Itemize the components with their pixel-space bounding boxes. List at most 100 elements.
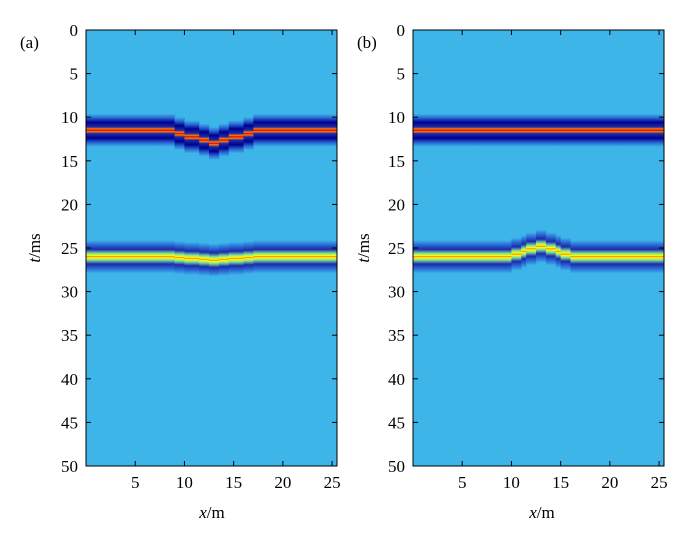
event-column <box>253 113 259 147</box>
event-column <box>467 240 473 274</box>
x-tick-label: 20 <box>601 473 618 492</box>
y-tick-label: 10 <box>388 108 405 127</box>
event-column <box>292 240 299 274</box>
event-column <box>447 240 453 274</box>
event-column <box>467 113 473 147</box>
y-tick-label: 0 <box>70 21 79 40</box>
event-column <box>555 113 562 147</box>
event-column <box>174 116 181 151</box>
event-column <box>179 116 186 151</box>
event-column <box>659 113 664 147</box>
y-tick-label: 45 <box>388 413 405 432</box>
event-column <box>317 240 323 274</box>
event-column <box>516 237 522 271</box>
event-column <box>570 113 577 147</box>
event-column <box>115 240 122 274</box>
event-column <box>154 240 161 274</box>
y-tick-label: 10 <box>61 108 78 127</box>
event-column <box>95 240 102 274</box>
event-column <box>277 113 284 147</box>
y-tick-label: 0 <box>397 21 406 40</box>
event-column <box>442 113 449 147</box>
y-tick-label: 25 <box>388 239 405 258</box>
event-column <box>194 120 200 154</box>
x-axis-label-a: x/m <box>198 503 225 522</box>
event-column <box>604 113 611 147</box>
event-column <box>644 113 650 147</box>
event-column <box>501 240 508 274</box>
event-column <box>481 240 488 274</box>
event-column <box>135 240 141 274</box>
event-column <box>600 240 606 274</box>
event-column <box>243 241 250 275</box>
event-column <box>536 113 542 147</box>
event-column <box>218 242 225 276</box>
event-column <box>135 113 141 147</box>
event-column <box>159 113 166 147</box>
y-tick-label: 40 <box>61 370 78 389</box>
event-column <box>580 240 586 274</box>
event-column <box>555 234 562 269</box>
event-column <box>248 116 254 151</box>
event-column <box>486 113 493 147</box>
y-tick-label: 35 <box>388 326 405 345</box>
event-column <box>604 240 611 274</box>
event-column <box>110 240 117 274</box>
event-column <box>287 113 294 147</box>
event-column <box>223 123 230 157</box>
event-column <box>100 240 107 274</box>
panel-label-a: (a) <box>20 33 39 52</box>
event-column <box>609 113 616 147</box>
event-column <box>199 242 205 276</box>
event-column <box>292 113 299 147</box>
event-column <box>590 240 596 274</box>
event-column <box>145 240 151 274</box>
event-column <box>248 241 254 275</box>
plot-area-b <box>413 30 664 466</box>
event-column <box>243 116 250 151</box>
event-column <box>585 240 591 274</box>
event-column <box>472 113 478 147</box>
event-column <box>253 240 259 274</box>
event-column <box>634 113 640 147</box>
event-column <box>312 113 318 147</box>
event-column <box>297 240 304 274</box>
event-column <box>282 113 289 147</box>
y-axis-var-b: t <box>354 257 373 263</box>
event-column <box>86 113 92 147</box>
event-column <box>639 240 645 274</box>
event-column <box>629 240 636 274</box>
event-column <box>540 229 547 263</box>
x-tick-label: 10 <box>176 473 193 492</box>
x-tick-label: 25 <box>324 473 341 492</box>
y-tick-label: 30 <box>388 283 405 302</box>
event-column <box>307 113 313 147</box>
event-column <box>145 113 151 147</box>
y-axis-unit-b: /ms <box>354 233 373 258</box>
event-column <box>476 113 483 147</box>
event-column <box>629 113 636 147</box>
event-column <box>120 240 126 274</box>
event-column <box>199 123 205 157</box>
event-column <box>560 113 567 147</box>
event-column <box>105 240 112 274</box>
event-column <box>624 113 631 147</box>
y-tick-label: 5 <box>70 65 79 84</box>
event-column <box>427 113 434 147</box>
event-column <box>258 113 264 147</box>
y-axis-label-a: t/ms <box>25 233 44 262</box>
event-column <box>90 240 97 274</box>
x-tick-label: 10 <box>503 473 520 492</box>
y-tick-label: 20 <box>61 195 78 214</box>
event-column <box>580 113 586 147</box>
event-column <box>332 240 337 274</box>
x-axis-unit-b: /m <box>537 503 555 522</box>
event-column <box>462 240 468 274</box>
event-column <box>100 113 107 147</box>
event-column <box>516 113 522 147</box>
event-column <box>565 237 572 271</box>
event-column <box>327 113 333 147</box>
event-column <box>457 240 463 274</box>
event-column <box>174 241 181 275</box>
y-tick-label: 15 <box>388 152 405 171</box>
